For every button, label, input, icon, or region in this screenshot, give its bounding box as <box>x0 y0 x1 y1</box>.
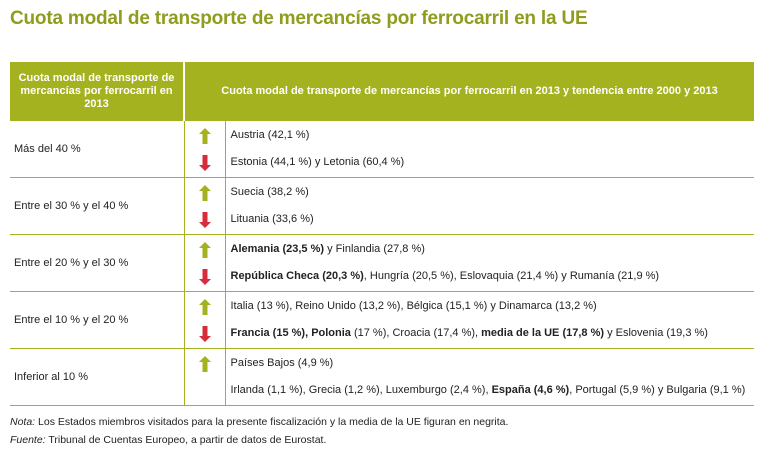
trend-cell <box>184 177 226 235</box>
arrow-up-icon <box>186 236 224 263</box>
arrow-down-icon <box>186 206 224 233</box>
note-label: Nota: <box>10 416 36 428</box>
bold-text: España (4,6 %) <box>491 384 570 396</box>
header-col2: Cuota modal de transporte de mercancías … <box>184 62 754 121</box>
arrow-up-icon <box>186 350 224 377</box>
country-line: Suecia (38,2 %) <box>231 179 754 206</box>
country-line: Austria (42,1 %) <box>231 122 754 149</box>
note: Nota: Los Estados miembros visitados par… <box>10 416 508 428</box>
category-cell: Entre el 30 % y el 40 % <box>10 177 185 235</box>
text: , Hungría (20,5 %), Eslovaquia (21,4 %) … <box>363 270 660 282</box>
country-line: Países Bajos (4,9 %) <box>231 350 754 377</box>
arrow-up-icon <box>186 293 224 320</box>
bold-text: media de la UE (17,8 %) <box>481 327 605 339</box>
header-col1: Cuota modal de transporte de mercancías … <box>10 62 185 121</box>
source: Fuente: Tribunal de Cuentas Europeo, a p… <box>10 434 326 446</box>
table-row: Más del 40 % Austria (42,1 %) Estonia (44,… <box>10 120 754 178</box>
trend-cell <box>184 234 226 292</box>
table-header: Cuota modal de transporte de mercancías … <box>10 62 754 121</box>
countries-cell: Alemania (23,5 %) y Finlandia (27,8 %) Re… <box>225 234 754 292</box>
text: Austria (42,1 %) <box>230 129 310 141</box>
trend-cell <box>184 291 226 349</box>
bold-text: Francia (15 %), Polonia <box>230 327 351 339</box>
trend-cell <box>184 348 226 406</box>
country-line: Italia (13 %), Reino Unido (13,2 %), Bél… <box>231 293 754 320</box>
country-line: Lituania (33,6 %) <box>231 206 754 233</box>
source-text: Tribunal de Cuentas Europeo, a partir de… <box>45 434 327 446</box>
bold-text: República Checa (20,3 %) <box>230 270 364 282</box>
category-cell: Más del 40 % <box>10 120 185 178</box>
text: Estonia (44,1 %) y Letonia (60,4 %) <box>230 156 405 168</box>
text: Lituania (33,6 %) <box>230 213 314 225</box>
bold-text: Alemania (23,5 %) <box>230 243 325 255</box>
rail-share-table: Cuota modal de transporte de mercancías … <box>10 62 754 406</box>
table-row: Entre el 10 % y el 20 % Italia (13 %), Re… <box>10 291 754 349</box>
country-line: Irlanda (1,1 %), Grecia (1,2 %), Luxembu… <box>231 377 754 404</box>
arrow-up-icon <box>186 122 224 149</box>
text: Italia (13 %), Reino Unido (13,2 %), Bél… <box>230 300 597 312</box>
source-label: Fuente: <box>10 434 46 446</box>
table-row: Entre el 30 % y el 40 % Suecia (38,2 %) Li… <box>10 177 754 235</box>
countries-cell: Austria (42,1 %) Estonia (44,1 %) y Leton… <box>225 120 754 178</box>
arrow-down-icon <box>186 149 224 176</box>
text: Países Bajos (4,9 %) <box>230 357 334 369</box>
text: y Eslovenia (19,3 %) <box>604 327 708 339</box>
text: , Portugal (5,9 %) y Bulgaria (9,1 %) <box>569 384 746 396</box>
trend-empty <box>186 377 224 404</box>
text: y Finlandia (27,8 %) <box>324 243 425 255</box>
country-line: República Checa (20,3 %), Hungría (20,5 … <box>231 263 754 290</box>
note-text: Los Estados miembros visitados para la p… <box>35 416 509 428</box>
countries-cell: Italia (13 %), Reino Unido (13,2 %), Bél… <box>225 291 754 349</box>
country-line: Alemania (23,5 %) y Finlandia (27,8 %) <box>231 236 754 263</box>
table-row: Inferior al 10 % Países Bajos (4,9 %) Irla… <box>10 348 754 406</box>
country-line: Francia (15 %), Polonia (17 %), Croacia … <box>231 320 754 347</box>
text: (17 %), Croacia (17,4 %), <box>350 327 482 339</box>
text: Irlanda (1,1 %), Grecia (1,2 %), Luxembu… <box>230 384 492 396</box>
category-cell: Entre el 10 % y el 20 % <box>10 291 185 349</box>
country-line: Estonia (44,1 %) y Letonia (60,4 %) <box>231 149 754 176</box>
arrow-up-icon <box>186 179 224 206</box>
page-title: Cuota modal de transporte de mercancías … <box>10 8 588 29</box>
countries-cell: Países Bajos (4,9 %) Irlanda (1,1 %), Gre… <box>225 348 754 406</box>
countries-cell: Suecia (38,2 %) Lituania (33,6 %) <box>225 177 754 235</box>
trend-cell <box>184 120 226 178</box>
arrow-down-icon <box>186 263 224 290</box>
category-cell: Inferior al 10 % <box>10 348 185 406</box>
table-row: Entre el 20 % y el 30 % Alemania (23,5 %)… <box>10 234 754 292</box>
category-cell: Entre el 20 % y el 30 % <box>10 234 185 292</box>
arrow-down-icon <box>186 320 224 347</box>
text: Suecia (38,2 %) <box>230 186 309 198</box>
